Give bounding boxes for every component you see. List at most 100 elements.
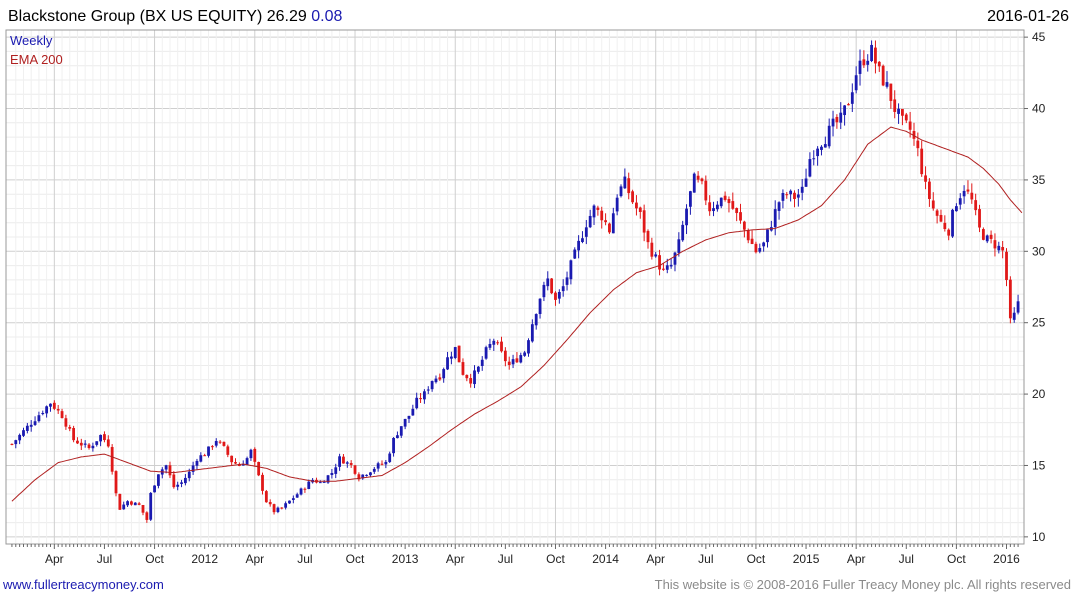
candle: [476, 365, 480, 374]
candle: [993, 233, 997, 257]
candle: [207, 446, 210, 458]
candle: [392, 437, 395, 457]
candle-body: [76, 440, 79, 444]
candle: [835, 114, 839, 129]
x-tick-label: Oct: [145, 552, 164, 566]
candle: [727, 196, 731, 213]
candle: [542, 281, 546, 302]
candle-body: [457, 345, 461, 363]
candle-body: [831, 118, 835, 127]
candle: [145, 511, 149, 523]
candle: [750, 230, 754, 245]
candle: [611, 207, 615, 234]
candle-body: [758, 248, 762, 252]
candle-body: [812, 158, 816, 160]
candle-body: [187, 471, 191, 479]
candle-body: [854, 75, 858, 91]
candle-body: [850, 92, 854, 104]
candle-body: [284, 503, 288, 508]
candle: [272, 503, 276, 515]
x-tick-label: 2013: [392, 552, 419, 566]
candle-body: [727, 199, 731, 204]
candle: [52, 400, 56, 411]
candle: [83, 440, 87, 448]
y-tick-label: 30: [1032, 244, 1046, 258]
candle: [901, 108, 904, 126]
x-tick-label: Jul: [899, 552, 914, 566]
candle: [415, 392, 419, 410]
candle: [785, 192, 789, 199]
candle: [800, 179, 804, 201]
candle: [604, 213, 607, 226]
candle: [396, 431, 399, 439]
candle-body: [723, 195, 727, 200]
candle-body: [338, 456, 341, 467]
candles: [10, 40, 1020, 523]
candle: [642, 204, 646, 242]
candle: [110, 444, 114, 475]
candle: [515, 352, 519, 363]
candle: [858, 49, 862, 86]
candle: [843, 105, 846, 126]
candle: [118, 493, 122, 510]
candle-body: [762, 242, 766, 247]
candle-body: [64, 418, 68, 427]
x-tick-label: Apr: [847, 552, 866, 566]
candle-body: [928, 181, 931, 199]
candle-body: [511, 359, 515, 365]
candle-body: [280, 507, 284, 509]
candle-body: [931, 200, 935, 209]
candle: [789, 189, 793, 202]
candle: [796, 188, 800, 207]
candle: [18, 433, 22, 445]
candle-body: [122, 504, 126, 510]
candle-body: [742, 221, 746, 230]
candle: [920, 140, 924, 177]
candle: [581, 231, 584, 244]
candle-body: [164, 465, 168, 470]
candle: [997, 241, 1001, 254]
candle: [307, 479, 311, 490]
candle: [446, 351, 449, 370]
candle-body: [342, 456, 345, 464]
candle-body: [530, 324, 534, 342]
x-tick-label: 2016: [993, 552, 1020, 566]
candle-body: [781, 193, 785, 201]
candle: [60, 408, 64, 419]
candle-body: [461, 362, 465, 375]
candle-body: [538, 298, 542, 315]
candle-body: [349, 463, 353, 465]
candle-body: [137, 503, 141, 505]
candle: [650, 237, 654, 260]
candle-body: [83, 443, 87, 445]
candle: [261, 472, 264, 495]
candle-body: [615, 197, 619, 212]
candle-body: [195, 460, 199, 466]
candle: [958, 193, 962, 210]
candle-body: [353, 465, 357, 474]
candle-body: [962, 190, 966, 197]
candle-body: [681, 224, 685, 241]
candle-body: [623, 176, 627, 189]
candle-body: [318, 482, 322, 484]
candle-body: [95, 441, 99, 445]
candle-body: [68, 427, 72, 429]
candle-body: [793, 192, 796, 199]
candle-body: [600, 210, 604, 221]
candle: [280, 507, 284, 510]
candle: [870, 40, 873, 63]
candle: [419, 393, 422, 403]
candle: [126, 500, 129, 507]
candle-body: [449, 356, 453, 359]
candle: [754, 241, 758, 254]
candle: [654, 251, 658, 258]
candle-body: [696, 175, 700, 180]
candle: [376, 461, 380, 472]
y-tick-label: 10: [1032, 530, 1046, 544]
candle-body: [60, 411, 64, 419]
candle: [978, 204, 981, 233]
candle-body: [804, 178, 808, 187]
candle-body: [237, 464, 241, 467]
website-link[interactable]: www.fullertreacymoney.com: [2, 577, 164, 592]
candle: [484, 345, 488, 360]
